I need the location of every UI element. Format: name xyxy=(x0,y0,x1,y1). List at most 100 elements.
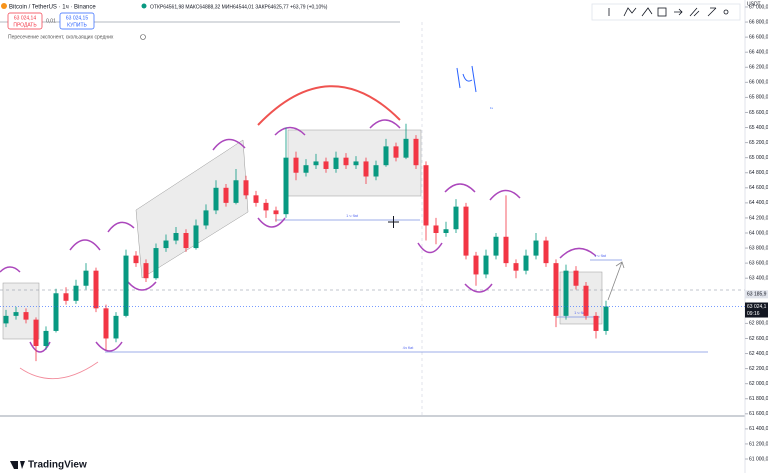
arc xyxy=(19,361,99,379)
arc xyxy=(212,138,246,151)
buy-price[interactable]: 63 024,15 xyxy=(66,15,88,21)
tool[interactable] xyxy=(689,7,700,17)
candle-body xyxy=(133,255,139,264)
candle-body xyxy=(283,157,289,215)
last-price-tag xyxy=(745,302,768,318)
arc xyxy=(274,126,306,136)
candle-body xyxy=(463,206,469,256)
tool[interactable] xyxy=(623,7,637,17)
candle-body xyxy=(23,312,29,320)
arc xyxy=(257,217,286,228)
range-box xyxy=(2,282,40,340)
y-tick-label: 61 000,0 xyxy=(749,456,768,462)
arc xyxy=(417,242,443,254)
arc xyxy=(369,119,401,129)
buy-label[interactable]: КУПИТЬ xyxy=(67,22,87,28)
eye-icon[interactable] xyxy=(140,34,146,40)
candle-body xyxy=(493,236,499,256)
price-axis xyxy=(745,0,768,473)
channel xyxy=(135,139,249,279)
y-tick-label: 65 200,0 xyxy=(749,140,768,146)
candle-body xyxy=(243,180,249,196)
candle-body xyxy=(483,255,489,275)
candle-body xyxy=(363,161,369,177)
candle-body xyxy=(3,315,9,324)
candle-body xyxy=(573,270,579,286)
y-tick-label: 67 000,0 xyxy=(749,4,768,10)
y-tick-label: 64 400,0 xyxy=(749,200,768,206)
arc xyxy=(444,183,476,193)
y-tick-label: 63 800,0 xyxy=(749,245,768,251)
annotation: 1 ч flat xyxy=(594,253,607,258)
buy-button[interactable] xyxy=(59,12,95,30)
tool[interactable] xyxy=(657,7,667,17)
crosshair-label: 63 185,9 xyxy=(747,292,767,298)
tool[interactable] xyxy=(723,9,729,15)
candle-body xyxy=(83,270,89,286)
arc xyxy=(0,266,21,273)
candle-body xyxy=(263,202,269,211)
tool[interactable] xyxy=(707,7,717,17)
candle-body xyxy=(143,263,149,279)
crosshair-tag xyxy=(745,290,768,299)
tool[interactable] xyxy=(674,8,683,16)
candle-body xyxy=(593,315,599,331)
sell-button[interactable] xyxy=(7,12,43,30)
y-tick-label: 61 600,0 xyxy=(749,411,768,417)
annotation: 1 ч flat xyxy=(574,310,587,315)
y-tick-label: 65 800,0 xyxy=(749,95,768,101)
candle-body xyxy=(403,138,409,158)
toolbar xyxy=(591,3,741,21)
annotation: 4ч flat xyxy=(403,345,415,350)
y-tick-label: 63 600,0 xyxy=(749,260,768,266)
status-dot xyxy=(141,3,147,9)
candle-body xyxy=(303,165,309,173)
candle-body xyxy=(43,330,49,346)
candle-body xyxy=(173,233,179,241)
y-tick-label: 66 400,0 xyxy=(749,50,768,56)
currency: USDT xyxy=(747,1,761,7)
y-tick-label: 62 800,0 xyxy=(749,321,768,327)
ohlc: ОТКР64561,98 МАКС64888,32 МИН64544,01 ЗА… xyxy=(150,4,328,10)
candle-body xyxy=(323,161,329,169)
candle-body xyxy=(443,229,449,233)
candle-body xyxy=(163,240,169,249)
y-tick-label: 62 200,0 xyxy=(749,366,768,372)
candle-body xyxy=(253,195,259,203)
spread: 0,01 xyxy=(46,18,56,24)
y-tick-label: 64 200,0 xyxy=(749,215,768,221)
arrow xyxy=(607,261,625,301)
sell-price[interactable]: 63 024,14 xyxy=(14,15,36,21)
candle-body xyxy=(383,146,389,166)
y-tick-label: 65 000,0 xyxy=(749,155,768,161)
arcs xyxy=(0,119,597,353)
y-tick-label: 65 400,0 xyxy=(749,125,768,131)
candle-body xyxy=(273,210,279,215)
candle-body xyxy=(583,285,589,316)
candle-body xyxy=(233,180,239,203)
candle-body xyxy=(393,146,399,158)
y-tick-label: 62 000,0 xyxy=(749,381,768,387)
candle-body xyxy=(533,240,539,256)
candle-body xyxy=(73,285,79,301)
candle-body xyxy=(603,306,609,331)
y-tick-label: 64 800,0 xyxy=(749,170,768,176)
arc xyxy=(257,85,401,126)
y-tick-label: 62 400,0 xyxy=(749,351,768,357)
candle-body xyxy=(503,236,509,264)
arc xyxy=(559,247,597,259)
candle-body xyxy=(223,187,229,203)
candle-body xyxy=(373,165,379,177)
candle-body xyxy=(193,225,199,249)
candle-body xyxy=(183,233,189,249)
candle-body xyxy=(513,263,519,271)
handwriting xyxy=(456,65,477,93)
candle-body xyxy=(53,293,59,331)
brand-logo xyxy=(10,461,25,469)
candle-body xyxy=(423,165,429,226)
sell-label[interactable]: ПРОДАТЬ xyxy=(13,22,37,28)
candle-body xyxy=(153,248,159,279)
candle-body xyxy=(523,255,529,271)
tool[interactable] xyxy=(641,7,653,17)
